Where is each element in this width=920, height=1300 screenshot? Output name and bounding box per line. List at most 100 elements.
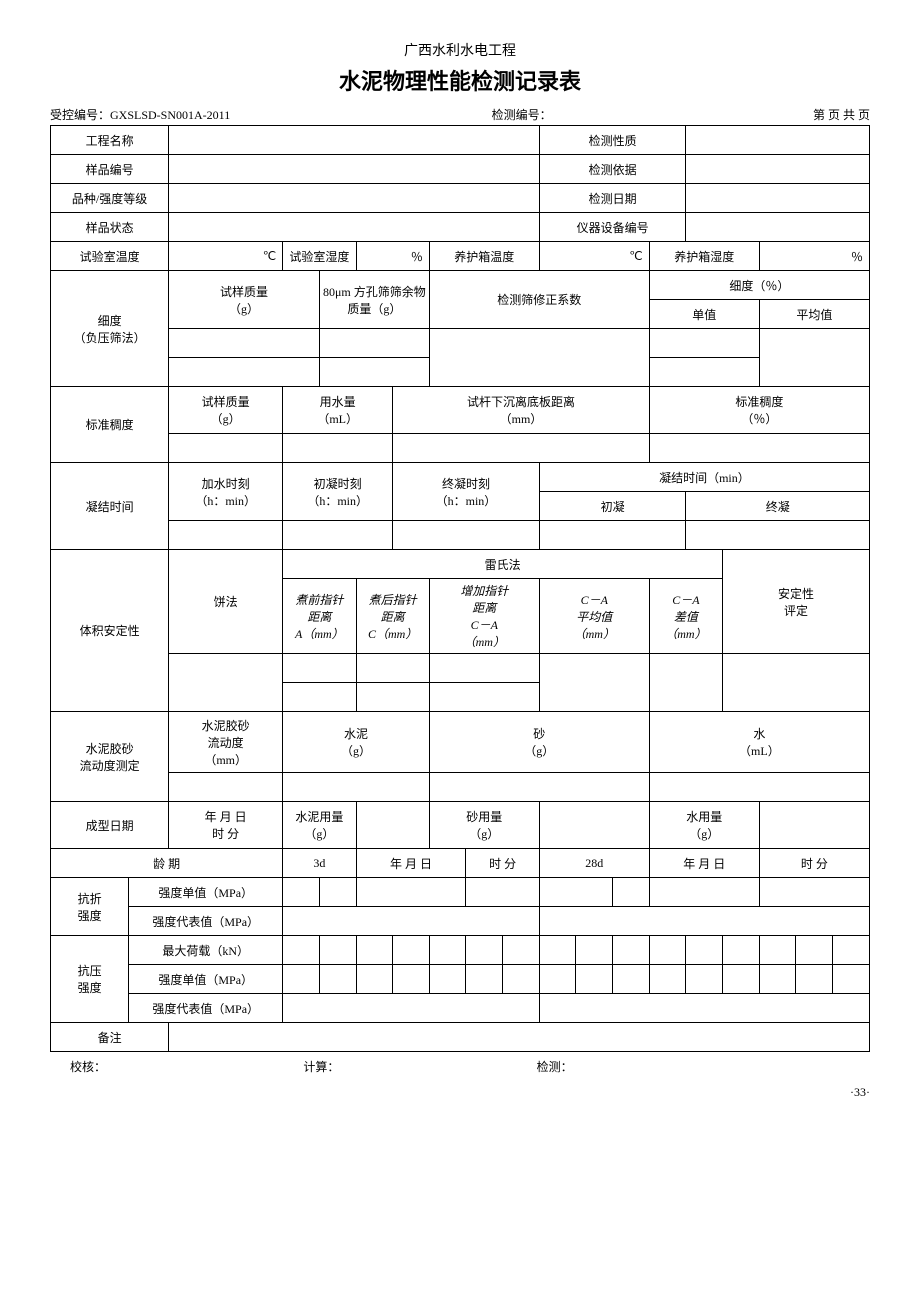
cell [686, 936, 723, 965]
cell: 年 月 日 [649, 849, 759, 878]
label: 养护箱湿度 [649, 242, 759, 271]
label: 平均值 [759, 300, 869, 329]
footer-row: 校核： 计算： 检测： [50, 1058, 870, 1075]
main-table: 工程名称 检测性质 样品编号 检测依据 品种/强度等级 检测日期 样品状态 仪器… [50, 125, 870, 1052]
cell [169, 434, 283, 463]
cell [649, 329, 759, 358]
label: 养护箱温度 [429, 242, 539, 271]
cell [649, 936, 686, 965]
label: 水用量 （g） [649, 802, 759, 849]
cell [429, 965, 466, 994]
label: 样品编号 [51, 155, 169, 184]
cell [686, 213, 870, 242]
label: 水泥用量 （g） [283, 802, 356, 849]
footer-check: 校核： [70, 1058, 106, 1075]
label: 标准稠度 （％） [649, 387, 869, 434]
cell [393, 434, 650, 463]
label: 检测筛修正系数 [429, 271, 649, 329]
cell [356, 878, 466, 907]
label: 最大荷载（kN） [129, 936, 283, 965]
cell [796, 965, 833, 994]
cell [649, 773, 869, 802]
cell [539, 965, 576, 994]
cell [429, 683, 539, 712]
cell [759, 802, 869, 849]
cell [283, 994, 540, 1023]
cell [759, 965, 796, 994]
cell [283, 773, 430, 802]
cell [539, 936, 576, 965]
cell [686, 155, 870, 184]
label: 强度单值（MPa） [129, 878, 283, 907]
label: 抗压 强度 [51, 936, 129, 1023]
cell [393, 936, 430, 965]
cell [169, 126, 540, 155]
label: 饼法 [169, 550, 283, 654]
cell [649, 965, 686, 994]
cell [833, 965, 870, 994]
cell [283, 521, 393, 550]
cell [833, 936, 870, 965]
label: 强度代表值（MPa） [129, 994, 283, 1023]
cell [283, 965, 320, 994]
label: 备注 [51, 1023, 169, 1052]
cell [649, 654, 722, 712]
cell: ％ [759, 242, 869, 271]
label: 品种/强度等级 [51, 184, 169, 213]
label: 终凝 [686, 492, 870, 521]
cell [356, 683, 429, 712]
cell [169, 1023, 870, 1052]
cell [356, 654, 429, 683]
cell: 时 分 [466, 849, 539, 878]
cell [539, 907, 869, 936]
label: 初凝 [539, 492, 686, 521]
cell [429, 773, 649, 802]
cell [319, 936, 356, 965]
cell [356, 802, 429, 849]
cell [356, 936, 393, 965]
label: 试样质量 （g） [169, 271, 320, 329]
label: 试验室湿度 [283, 242, 356, 271]
label: 雷氏法 [283, 550, 723, 579]
cell: ％ [356, 242, 429, 271]
label: 加水时刻 （h：min） [169, 463, 283, 521]
cell [539, 802, 649, 849]
cell [503, 965, 540, 994]
label: 工程名称 [51, 126, 169, 155]
cell: 28d [539, 849, 649, 878]
cell [649, 878, 759, 907]
cell: 年 月 日 [356, 849, 466, 878]
label: 抗折 强度 [51, 878, 129, 936]
label: 凝结时间 [51, 463, 169, 550]
cell [283, 907, 540, 936]
cell [169, 213, 540, 242]
cell [723, 965, 760, 994]
cell [503, 936, 540, 965]
cell [319, 878, 356, 907]
cell [759, 329, 869, 387]
cell [539, 654, 649, 712]
label: 细度 （负压筛法） [51, 271, 169, 387]
cell [686, 965, 723, 994]
cell [539, 994, 869, 1023]
label: 砂用量 （g） [429, 802, 539, 849]
cell [613, 878, 650, 907]
label: 80μm 方孔筛筛余物 质量（g） [319, 271, 429, 329]
cell [686, 126, 870, 155]
cell [319, 965, 356, 994]
cell [686, 184, 870, 213]
label: 检测依据 [539, 155, 686, 184]
label: 终凝时刻 （h：min） [393, 463, 540, 521]
label: 水泥 （g） [283, 712, 430, 773]
cell [169, 184, 540, 213]
doc-header: 广西水利水电工程 [50, 40, 870, 60]
cell [649, 358, 759, 387]
cell [466, 965, 503, 994]
label: 试验室温度 [51, 242, 169, 271]
doc-title: 水泥物理性能检测记录表 [50, 64, 870, 96]
cell [576, 965, 613, 994]
label: C－A 差值 （mm） [649, 579, 722, 654]
label: 煮前指针 距离 A（mm） [283, 579, 356, 654]
page-number: ·33· [50, 1085, 870, 1100]
label: 增加指针 距离 C－A （mm） [429, 579, 539, 654]
